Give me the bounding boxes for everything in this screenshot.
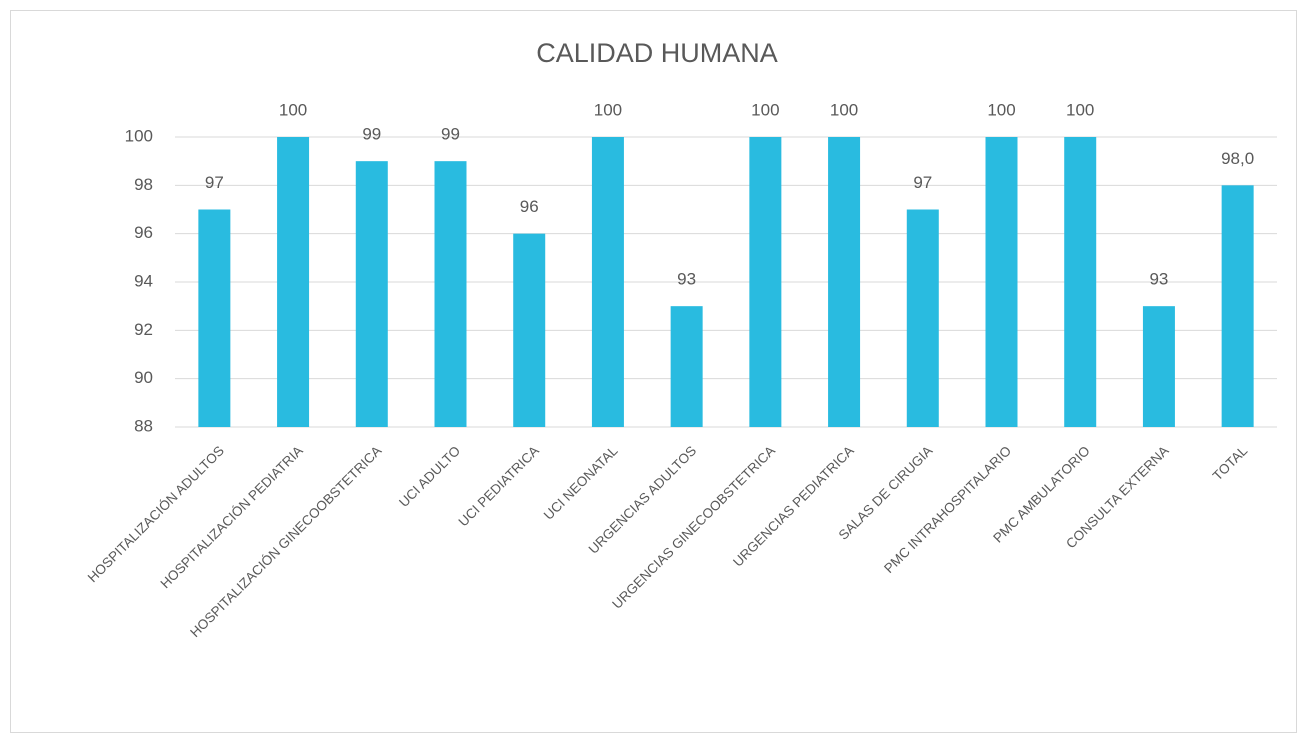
bar [1064, 137, 1097, 427]
value-label: 97 [913, 173, 932, 192]
value-label: 98,0 [1221, 149, 1254, 168]
bar [985, 137, 1018, 427]
bar [749, 137, 782, 427]
value-label: 100 [1066, 100, 1094, 119]
bar [670, 306, 703, 427]
value-label: 100 [830, 100, 858, 119]
chart-title: CALIDAD HUMANA [536, 38, 778, 68]
value-label: 100 [987, 100, 1015, 119]
bar [906, 209, 939, 427]
y-tick-label: 94 [134, 271, 153, 290]
value-label: 93 [677, 270, 696, 289]
bar [513, 233, 546, 427]
bar [828, 137, 861, 427]
y-tick-label: 98 [134, 175, 153, 194]
value-label: 96 [520, 197, 539, 216]
bar [198, 209, 231, 427]
y-tick-label: 96 [134, 223, 153, 242]
value-label: 100 [751, 100, 779, 119]
y-tick-label: 100 [125, 126, 153, 145]
bar [1221, 185, 1254, 427]
bar [355, 161, 388, 427]
value-label: 93 [1149, 270, 1168, 289]
bar [277, 137, 310, 427]
bar [434, 161, 467, 427]
value-label: 99 [362, 125, 381, 144]
value-label: 99 [441, 125, 460, 144]
value-label: 100 [594, 100, 622, 119]
y-tick-label: 90 [134, 368, 153, 387]
value-label: 100 [279, 100, 307, 119]
y-tick-label: 88 [134, 416, 153, 435]
bar [1142, 306, 1175, 427]
value-label: 97 [205, 173, 224, 192]
y-tick-label: 92 [134, 320, 153, 339]
bar [591, 137, 624, 427]
